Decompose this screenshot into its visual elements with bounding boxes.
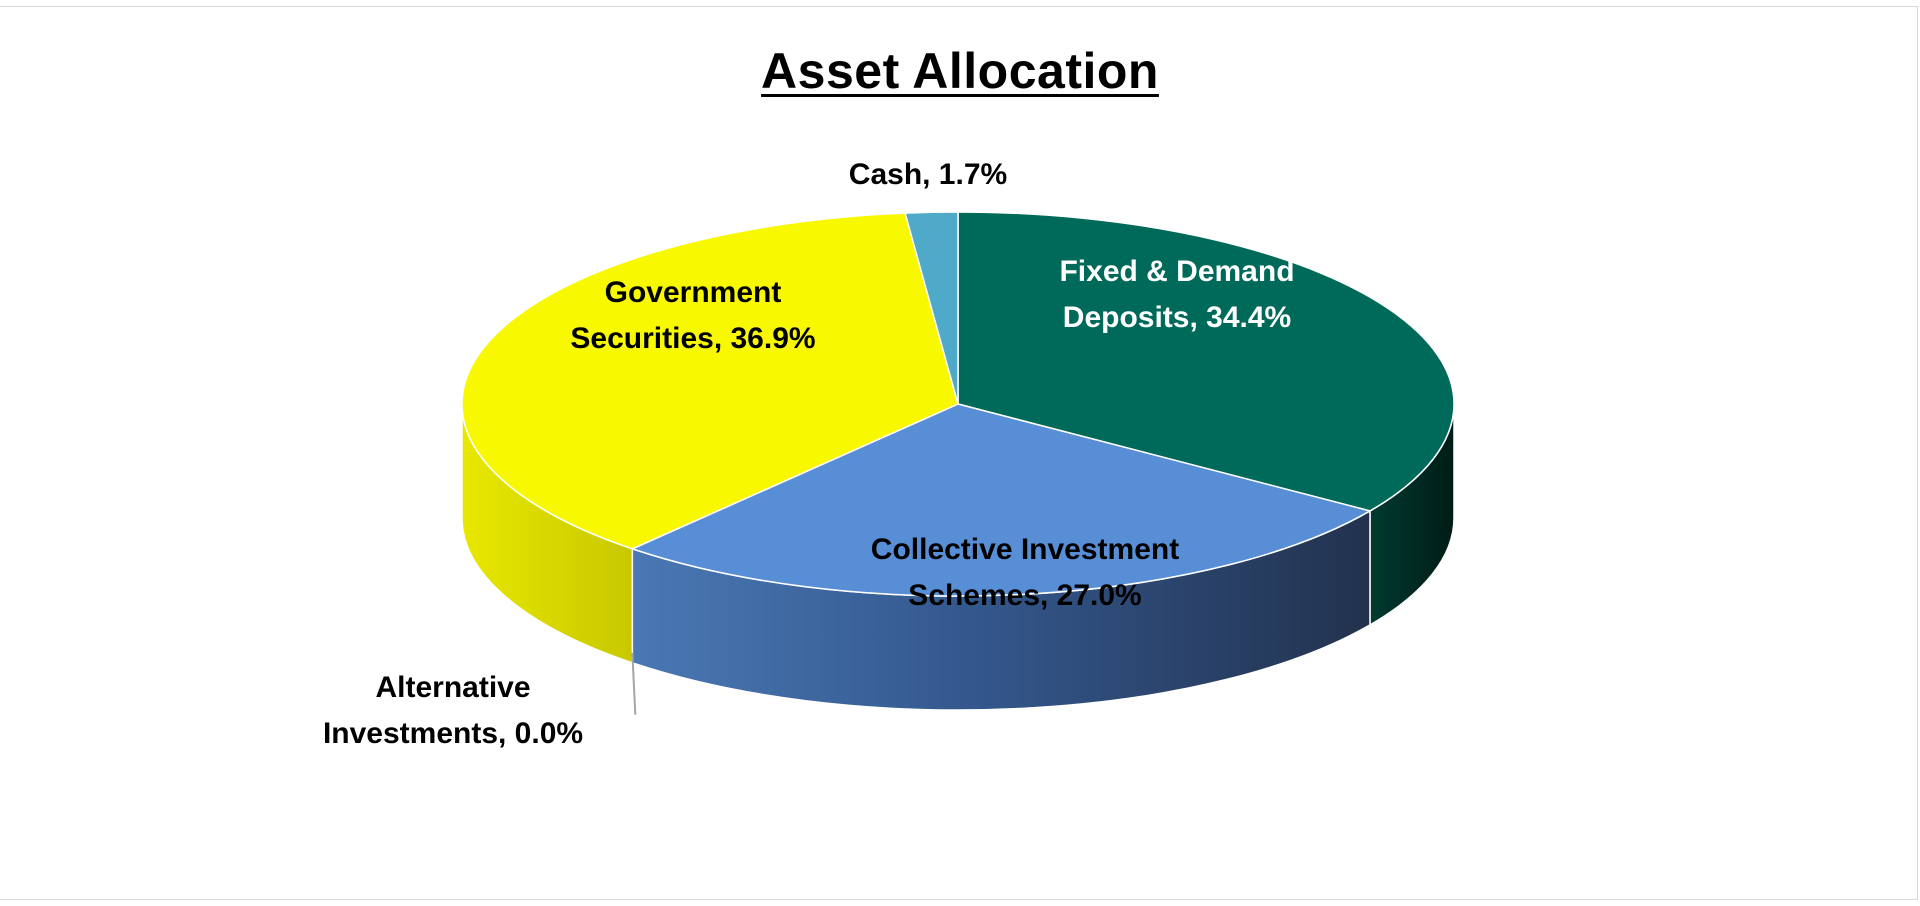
data-label-fixed-and-demand-deposits: Fixed & Demand Deposits, 34.4% [1059, 255, 1294, 334]
pie-slice-collective-investment-schemes [631, 403, 1371, 597]
pie-slice-cash [904, 211, 959, 405]
data-label-alternative-investments: Alternative Investments, 0.0% [323, 671, 583, 750]
pie-slice-government-securities [461, 212, 959, 550]
leader-line-alternative-investments [631, 652, 637, 715]
pie-slice-fixed-and-demand-deposits [957, 211, 1455, 512]
data-label-cash: Cash, 1.7% [849, 158, 1007, 191]
chart-title: Asset Allocation [761, 43, 1159, 99]
data-label-collective-investment-schemes: Collective Investment Schemes, 27.0% [871, 533, 1179, 612]
data-label-government-securities: Government Securities, 36.9% [570, 276, 815, 355]
